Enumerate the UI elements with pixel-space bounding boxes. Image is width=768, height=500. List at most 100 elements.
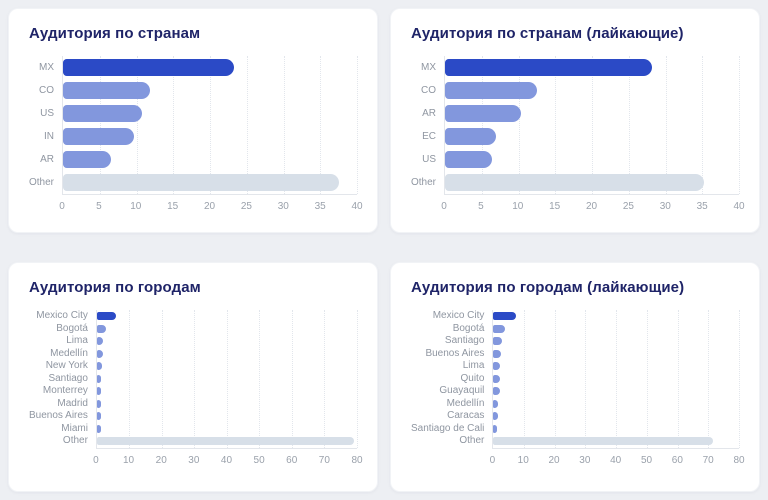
y-axis-labels: Mexico City Bogotá Lima Medellín New York San… (29, 310, 96, 469)
bar (445, 105, 521, 122)
x-tick-label: 40 (610, 454, 622, 466)
x-tick-label: 40 (220, 454, 233, 466)
y-axis-labels: MX CO US IN AR Other (29, 56, 62, 215)
category-label: Guayaquil (439, 385, 485, 397)
bar (445, 82, 537, 99)
chart-title: Аудитория по городам (лайкающие) (411, 279, 685, 296)
bar (96, 399, 101, 408)
bar-row (493, 335, 739, 348)
x-tick-label: 10 (517, 454, 529, 466)
category-label: Lima (66, 335, 88, 347)
x-tick-label: 30 (188, 454, 200, 466)
category-label: Other (411, 176, 437, 188)
x-tick-label: 0 (59, 201, 65, 212)
bar (96, 337, 103, 346)
gridline (677, 310, 679, 448)
category-label: Bogotá (452, 322, 485, 334)
category-label: Santiago (48, 372, 88, 384)
x-tick-label: 10 (130, 201, 142, 212)
bar-row (445, 125, 739, 148)
bar-chart-countries-likers: MX CO AR EC US Other 0 5 10 15 20 25 30 35 40 (411, 56, 745, 215)
category-label: Buenos Aires (425, 347, 485, 359)
x-tick-label: 30 (659, 201, 671, 212)
x-tick-label: 60 (286, 454, 298, 466)
bar-row (493, 398, 739, 411)
bars-area (492, 310, 740, 449)
bar-chart-cities-likers: Mexico City Bogotá Santiago Buenos Aires Lim… (411, 310, 745, 469)
gridline (628, 56, 630, 194)
x-tick-label: 5 (96, 201, 102, 212)
bar-row (96, 410, 357, 423)
category-label: Mexico City (432, 310, 485, 322)
x-tick-label: 40 (351, 201, 363, 212)
gridline (194, 310, 196, 448)
x-tick-label: 30 (579, 454, 591, 466)
bar-row (96, 323, 357, 336)
bar-row (63, 102, 357, 125)
bar (445, 151, 493, 168)
category-label: US (422, 153, 437, 165)
x-axis: 0 10 20 30 40 50 60 70 80 (490, 449, 745, 469)
bar (96, 349, 103, 358)
bar-row (96, 398, 357, 411)
x-tick-label: 20 (203, 201, 216, 212)
x-tick-label: 15 (167, 201, 179, 212)
x-tick-label: 10 (123, 454, 135, 466)
category-label: CO (421, 84, 437, 96)
category-label: MX (421, 61, 437, 73)
x-tick-label: 35 (314, 201, 326, 212)
bar (445, 174, 704, 191)
bar (493, 387, 501, 396)
category-label: Other (62, 435, 88, 447)
chart-title: Аудитория по городам (29, 279, 201, 296)
bars-area (62, 56, 358, 195)
bar (445, 128, 496, 145)
bar-row (96, 360, 357, 373)
bars-area (444, 56, 740, 195)
bar (493, 349, 502, 358)
bar (96, 374, 102, 383)
x-tick-label: 0 (93, 454, 99, 466)
gridline (592, 56, 593, 194)
bar-row (493, 360, 739, 373)
bar (493, 412, 498, 421)
category-label: Lima (462, 360, 485, 372)
x-tick-label: 30 (277, 201, 289, 212)
bars (493, 310, 739, 448)
gridlines (445, 56, 740, 194)
plot-area: 0 5 10 15 20 25 30 35 40 (441, 56, 745, 215)
plot-area: 0 10 20 30 40 50 60 70 80 (93, 310, 363, 469)
gridline (129, 310, 131, 448)
category-label: Bogotá (56, 322, 88, 334)
category-label: Mexico City (36, 310, 88, 322)
gridline (739, 56, 740, 194)
bar (493, 399, 498, 408)
x-tick-label: 25 (622, 201, 634, 212)
category-label: CO (39, 84, 55, 96)
gridline (585, 310, 587, 448)
bar (63, 174, 340, 191)
category-label: Santiago (444, 335, 485, 347)
bar-row (96, 373, 357, 386)
bar (63, 151, 111, 168)
bar (96, 424, 101, 433)
bar (445, 59, 652, 76)
bar-row (493, 423, 739, 436)
category-label: Miami (61, 422, 88, 434)
x-tick-label: 5 (478, 201, 484, 212)
gridlines (63, 56, 358, 194)
gridline (210, 56, 211, 194)
category-label: Medellín (446, 397, 485, 409)
gridline (320, 56, 322, 194)
gridline (524, 310, 526, 448)
bar-row (96, 335, 357, 348)
bar-row (493, 410, 739, 423)
category-label: Medellín (50, 347, 88, 359)
bar-row (96, 423, 357, 436)
bar (493, 324, 506, 333)
category-label: Caracas (447, 410, 485, 422)
bar-row (63, 148, 357, 171)
category-label: Buenos Aires (29, 410, 88, 422)
gridline (99, 56, 101, 194)
chart-card-cities-likers: Аудитория по городам (лайкающие) Mexico … (390, 262, 760, 492)
